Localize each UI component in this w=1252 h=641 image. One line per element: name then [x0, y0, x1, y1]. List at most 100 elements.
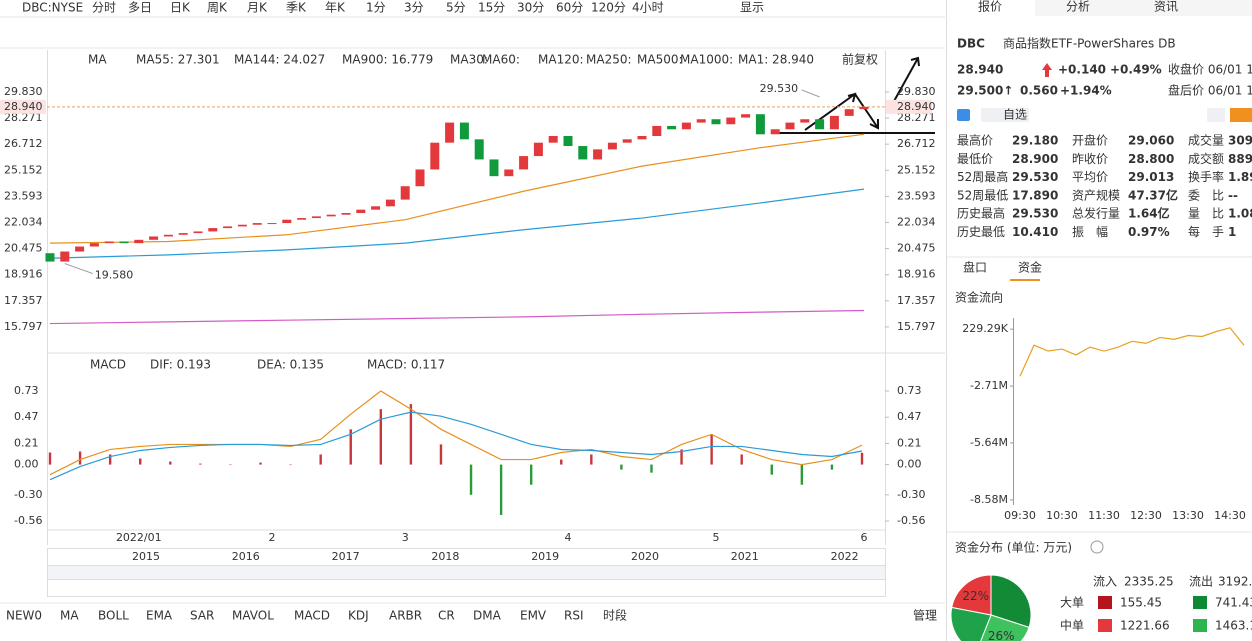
y-tick-label: -8.58M: [970, 493, 1008, 506]
indicator-tab[interactable]: MAVOL: [232, 609, 274, 623]
candle: [726, 117, 736, 125]
candle: [252, 223, 262, 225]
candle: [297, 218, 307, 220]
navigator-year: 2019: [531, 550, 559, 563]
y-tick-label: 29.830: [4, 85, 43, 98]
macd-bar: [229, 464, 232, 466]
period-tab[interactable]: 3分: [404, 1, 424, 15]
low-label: 19.580: [95, 269, 134, 282]
candle: [60, 251, 70, 262]
x-tick-label: 3: [402, 531, 409, 544]
period-tab[interactable]: 30分: [517, 1, 544, 15]
stat-value: 1.64亿: [1128, 206, 1170, 221]
adjust-menu[interactable]: 前复权: [842, 52, 878, 67]
y-tick-label: 25.152: [897, 163, 936, 176]
macd-bar: [289, 464, 292, 466]
candle: [459, 122, 469, 140]
indicator-tab[interactable]: EMA: [146, 609, 173, 623]
period-tab[interactable]: 周K: [207, 1, 228, 15]
panel-tab[interactable]: 分析: [1066, 0, 1090, 14]
stat-value: 0.97%: [1128, 225, 1170, 239]
panel-tab[interactable]: 资讯: [1154, 0, 1178, 14]
stat-label: 最高价: [957, 133, 993, 148]
navigator-slider[interactable]: [47, 565, 886, 580]
indicator-tab[interactable]: RSI: [564, 609, 584, 623]
candle: [45, 253, 55, 262]
macd-bar: [680, 449, 683, 465]
indicator-tab[interactable]: EMV: [520, 609, 547, 623]
y-tick-label: 25.152: [4, 163, 43, 176]
display-menu[interactable]: 显示: [740, 1, 764, 15]
candle: [311, 216, 321, 219]
tab-active: [947, 0, 1035, 16]
indicator-tab[interactable]: SAR: [190, 609, 214, 623]
stat-value: 29.013: [1128, 170, 1174, 184]
macd-bar: [770, 464, 773, 475]
trade-button[interactable]: [1230, 108, 1252, 122]
legend-item: DEA: 0.135: [257, 358, 324, 372]
arrow-head: [869, 119, 879, 130]
y-tick-label: 18.916: [897, 268, 936, 281]
indicator-tab[interactable]: BOLL: [98, 609, 129, 623]
period-tab[interactable]: 60分: [556, 1, 583, 15]
period-tab[interactable]: 日K: [170, 1, 191, 15]
alert-button[interactable]: [1207, 108, 1225, 122]
candle: [267, 223, 277, 225]
name: 商品指数ETF-PowerShares DB: [1003, 36, 1176, 51]
y-tick-label: 0.00: [897, 458, 922, 471]
period-tab[interactable]: 120分: [591, 1, 626, 15]
macd-bar: [469, 464, 473, 495]
stat-value: 8892: [1228, 152, 1252, 166]
candle: [149, 236, 159, 240]
icon[interactable]: [957, 109, 970, 121]
y-tick-label: 26.712: [4, 137, 43, 150]
indicator-tab[interactable]: CR: [438, 609, 455, 623]
period-tab[interactable]: 多日: [128, 1, 152, 15]
after-price: 29.500↑: [957, 84, 1013, 98]
watch-button[interactable]: [981, 108, 1029, 122]
panel-tab[interactable]: 报价: [978, 0, 1002, 14]
indicator-tab[interactable]: ARBR: [389, 609, 422, 623]
legend-item: MA120:: [538, 53, 584, 67]
indicator-tab[interactable]: MA: [60, 609, 79, 623]
y-tick-label: -0.30: [897, 488, 925, 501]
stat-label: 平均价: [1072, 170, 1108, 184]
period-tab[interactable]: 年K: [325, 1, 346, 15]
stat-label: 开盘价: [1072, 133, 1108, 148]
legend-item: DIF: 0.193: [150, 358, 211, 372]
navigator-year: 2022: [831, 550, 859, 563]
candle: [533, 142, 543, 157]
x-tick-label: 4: [565, 531, 572, 544]
indicator-tab[interactable]: MACD: [294, 609, 330, 623]
after-change: 0.560: [1020, 84, 1058, 98]
help-icon[interactable]: [1090, 540, 1104, 554]
macd-bar: [439, 444, 443, 465]
indicator-tab[interactable]: 时段: [603, 608, 627, 623]
flow-row-label: 大单: [1060, 596, 1084, 610]
indicator-tab[interactable]: KDJ: [348, 609, 369, 623]
macd-bar: [650, 464, 653, 473]
period-tab[interactable]: 5分: [446, 1, 466, 15]
indicator-tab[interactable]: DMA: [473, 609, 502, 623]
subtab[interactable]: 资金: [1018, 260, 1042, 275]
watch-label[interactable]: 自选: [1003, 108, 1027, 122]
period-tab[interactable]: 15分: [478, 1, 505, 15]
subtab[interactable]: 盘口: [963, 260, 987, 275]
macd-bar: [108, 454, 112, 465]
manage-button[interactable]: 管理: [913, 608, 937, 623]
indicator-tab[interactable]: NEW0: [6, 609, 42, 623]
stat-value: 29.060: [1128, 134, 1174, 148]
x-tick-label: 12:30: [1130, 509, 1162, 522]
legend-swatch: [1193, 596, 1207, 609]
flow-row-label: 中单: [1060, 618, 1084, 633]
y-tick-label: 0.00: [14, 458, 39, 471]
candle: [193, 231, 203, 234]
period-tab[interactable]: 月K: [247, 1, 268, 15]
period-tab[interactable]: 季K: [286, 1, 307, 15]
macd-bar: [259, 462, 262, 465]
period-tab[interactable]: 1分: [366, 1, 386, 15]
candle: [785, 122, 795, 130]
period-tab[interactable]: 分时: [92, 1, 116, 15]
stat-label: 资产规模: [1072, 187, 1120, 202]
period-tab[interactable]: 4小时: [632, 1, 664, 15]
